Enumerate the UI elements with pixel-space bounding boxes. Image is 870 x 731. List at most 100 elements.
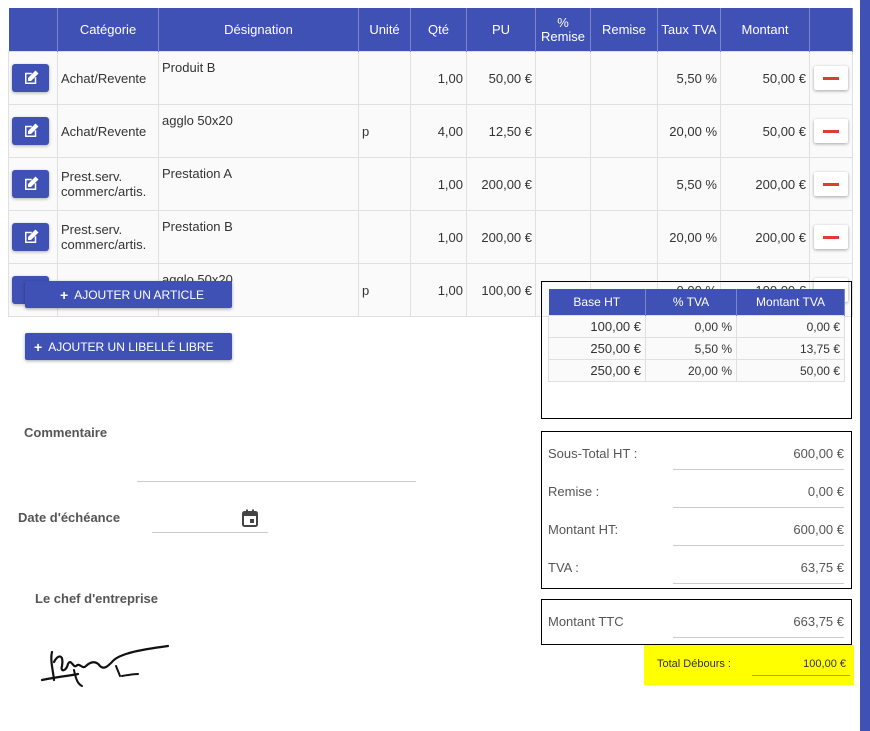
- header-categorie: Catégorie: [57, 8, 159, 52]
- cell-unite: [358, 210, 411, 264]
- minus-icon: [823, 182, 839, 186]
- cell-qte: 1,00: [410, 210, 467, 264]
- add-label-button[interactable]: + AJOUTER UN LIBELLÉ LIBRE: [25, 333, 232, 360]
- cell-qte: 1,00: [410, 51, 467, 105]
- edit-button[interactable]: [12, 170, 49, 198]
- montant-ht-value: 600,00 €: [793, 522, 844, 537]
- cell-designation: agglo 50x20: [158, 104, 359, 158]
- header-designation: Désignation: [158, 8, 359, 52]
- tva-cell-pct: 0,00 %: [645, 315, 737, 338]
- cell-montant: 200,00 €: [720, 210, 810, 264]
- tva-cell-montant: 13,75 €: [736, 337, 845, 360]
- delete-button[interactable]: [814, 172, 848, 196]
- cell-montant: 50,00 €: [720, 51, 810, 105]
- header-unite: Unité: [358, 8, 411, 52]
- delete-button[interactable]: [814, 225, 848, 249]
- debours-value: 100,00 €: [803, 658, 846, 670]
- minus-icon: [823, 76, 839, 80]
- cell-montant: 50,00 €: [720, 104, 810, 158]
- remise-value: 0,00 €: [807, 484, 844, 499]
- calendar-icon[interactable]: [242, 509, 258, 527]
- cell-pu: 200,00 €: [466, 157, 536, 211]
- cell-categorie: Achat/Revente: [57, 51, 159, 105]
- items-table: Catégorie Désignation Unité Qté PU % Rem…: [8, 8, 853, 317]
- minus-icon: [823, 129, 839, 133]
- cell-unite: p: [358, 263, 411, 317]
- edit-icon: [24, 70, 38, 84]
- date-label: Date d'échéance: [18, 510, 121, 525]
- cell-categorie: Prest.serv. commerc/artis.: [57, 210, 159, 264]
- edit-icon: [24, 176, 38, 190]
- sous-total-row: Sous-Total HT : 600,00 €: [548, 432, 844, 470]
- debours-label: Total Débours :: [657, 658, 731, 670]
- cell-pu: 100,00 €: [466, 263, 536, 317]
- tva-total-label: TVA :: [548, 560, 579, 575]
- add-label-label: AJOUTER UN LIBELLÉ LIBRE: [48, 339, 214, 354]
- ttc-value: 663,75 €: [793, 614, 844, 629]
- tva-row-total: TVA : 63,75 €: [548, 546, 844, 584]
- delete-cell: [809, 104, 853, 158]
- edit-button[interactable]: [12, 117, 49, 145]
- cell-unite: [358, 51, 411, 105]
- ttc-row: Montant TTC 663,75 €: [548, 600, 844, 638]
- totals-box: Sous-Total HT : 600,00 € Remise : 0,00 €…: [541, 431, 852, 589]
- header-pu: PU: [466, 8, 536, 52]
- ttc-box: Montant TTC 663,75 €: [541, 599, 852, 645]
- edit-button[interactable]: [12, 64, 49, 92]
- edit-cell: [8, 104, 58, 158]
- delete-cell: [809, 210, 853, 264]
- minus-icon: [823, 235, 839, 239]
- tva-cell-base: 250,00 €: [548, 359, 646, 382]
- header-delete: [809, 8, 853, 52]
- montant-ht-row: Montant HT: 600,00 €: [548, 508, 844, 546]
- delete-cell: [809, 51, 853, 105]
- edit-cell: [8, 157, 58, 211]
- cell-taux-tva: 20,00 %: [657, 210, 721, 264]
- commentaire-label: Commentaire: [24, 425, 108, 440]
- commentaire-input[interactable]: [137, 480, 416, 482]
- cell-pu: 50,00 €: [466, 51, 536, 105]
- cell-taux-tva: 5,50 %: [657, 157, 721, 211]
- header-remise: Remise: [590, 8, 658, 52]
- cell-designation: Produit B: [158, 51, 359, 105]
- plus-icon: +: [34, 338, 43, 355]
- header-montant: Montant: [720, 8, 810, 52]
- cell-categorie: Prest.serv. commerc/artis.: [57, 157, 159, 211]
- tva-cell-pct: 5,50 %: [645, 337, 737, 360]
- add-article-button[interactable]: + AJOUTER UN ARTICLE: [25, 281, 232, 308]
- tva-cell-montant: 0,00 €: [736, 315, 845, 338]
- delete-button[interactable]: [814, 119, 848, 143]
- remise-label: Remise :: [548, 484, 600, 499]
- remise-row: Remise : 0,00 €: [548, 470, 844, 508]
- header-actions: [8, 8, 58, 52]
- header-taux-tva: Taux TVA: [657, 8, 721, 52]
- table-row-1: Achat/Revente Produit B 1,00 50,00 € 5,5…: [8, 51, 853, 105]
- cell-remise: [590, 51, 658, 105]
- chef-label: Le chef d'entreprise: [35, 591, 159, 606]
- edit-cell: [8, 210, 58, 264]
- tva-row-3: 250,00 € 20,00 % 50,00 €: [548, 359, 845, 382]
- cell-pct-remise: [535, 104, 591, 158]
- cell-categorie: Achat/Revente: [57, 104, 159, 158]
- edit-icon: [24, 123, 38, 137]
- cell-designation: Prestation B: [158, 210, 359, 264]
- cell-pct-remise: [535, 51, 591, 105]
- tva-cell-pct: 20,00 %: [645, 359, 737, 382]
- cell-pct-remise: [535, 157, 591, 211]
- tva-header-pct: % TVA: [645, 289, 737, 316]
- edit-button[interactable]: [12, 223, 49, 251]
- ttc-label: Montant TTC: [548, 614, 624, 629]
- tva-row-2: 250,00 € 5,50 % 13,75 €: [548, 337, 845, 360]
- delete-cell: [809, 157, 853, 211]
- tva-cell-base: 250,00 €: [548, 337, 646, 360]
- cell-qte: 1,00: [410, 263, 467, 317]
- tva-summary-box: Base HT % TVA Montant TVA 100,00 € 0,00 …: [541, 281, 852, 419]
- cell-unite: [358, 157, 411, 211]
- cell-unite: p: [358, 104, 411, 158]
- table-row-4: Prest.serv. commerc/artis. Prestation B …: [8, 210, 853, 264]
- delete-button[interactable]: [814, 66, 848, 90]
- date-input[interactable]: [152, 531, 268, 533]
- cell-montant: 200,00 €: [720, 157, 810, 211]
- cell-taux-tva: 5,50 %: [657, 51, 721, 105]
- cell-remise: [590, 210, 658, 264]
